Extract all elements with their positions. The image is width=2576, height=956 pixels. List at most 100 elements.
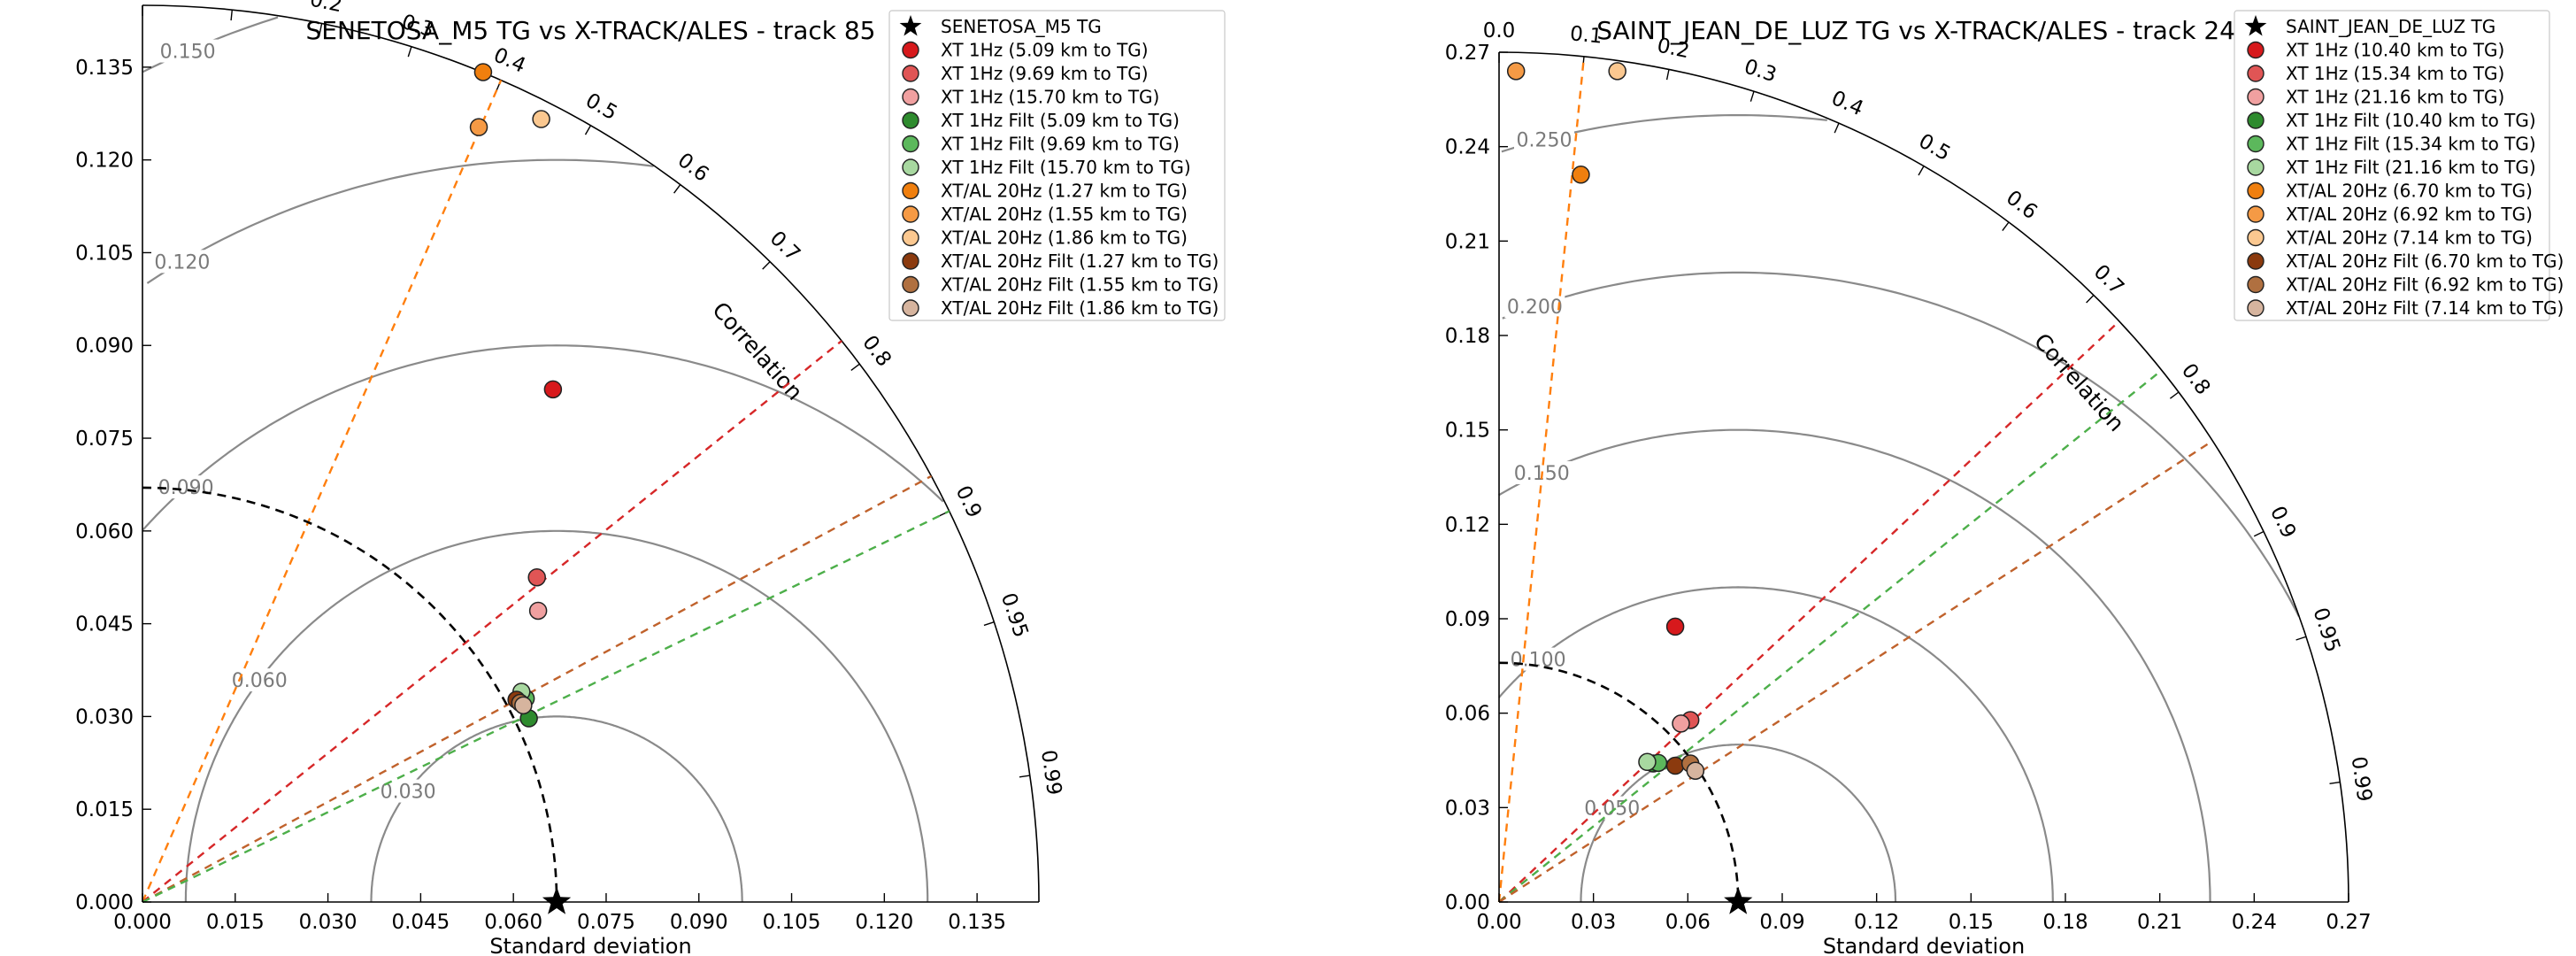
y-tick-label: 0.06 xyxy=(1445,703,1490,726)
x-tick-label: 0.090 xyxy=(670,911,728,934)
y-tick-label: 0.15 xyxy=(1445,420,1490,443)
legend-entry-label: XT/AL 20Hz Filt (7.14 km to TG) xyxy=(2286,297,2564,319)
correlation-line xyxy=(1498,440,2214,904)
x-tick-label: 0.060 xyxy=(484,911,542,934)
y-tick-label: 0.03 xyxy=(1445,797,1490,820)
y-tick-label: 0.045 xyxy=(75,613,134,636)
corr-tick-label: 0.0 xyxy=(1483,19,1516,42)
data-point xyxy=(473,63,493,81)
y-tick-label: 0.030 xyxy=(75,705,134,729)
rms-contour xyxy=(146,158,654,284)
corr-tick xyxy=(1749,91,1755,102)
correlation-line xyxy=(1498,320,2120,903)
y-tick-label: 0.18 xyxy=(1445,325,1490,348)
legend-marker xyxy=(902,88,919,106)
corr-tick-label: 0.95 xyxy=(2308,605,2344,655)
corr-tick-label: 0.4 xyxy=(490,43,529,77)
correlation-axis-label: Correlation xyxy=(707,297,808,405)
data-point xyxy=(1686,761,1705,780)
x-tick-label: 0.15 xyxy=(1949,911,1994,934)
rms-contour xyxy=(1498,586,2054,902)
legend-marker xyxy=(2247,88,2265,106)
corr-tick xyxy=(762,261,771,270)
rms-contour-label: 0.150 xyxy=(160,42,216,64)
y-tick-label: 0.09 xyxy=(1445,608,1490,631)
chart-title: SAINT_JEAN_DE_LUZ TG vs X-TRACK/ALES - t… xyxy=(1596,16,2251,45)
x-tick-label: 0.075 xyxy=(577,911,635,934)
outer-arc xyxy=(1498,51,2349,903)
data-point xyxy=(1672,714,1690,733)
legend-marker xyxy=(2247,228,2265,247)
legend-entry-label: XT/AL 20Hz Filt (6.70 km to TG) xyxy=(2286,251,2564,272)
legend-marker xyxy=(2247,299,2265,317)
legend-entry-label: XT/AL 20Hz (1.55 km to TG) xyxy=(941,204,1188,225)
data-point xyxy=(1572,166,1590,184)
legend-marker xyxy=(902,275,919,294)
legend-entry-label: XT 1Hz Filt (10.40 km to TG) xyxy=(2286,110,2536,131)
rms-label-bg xyxy=(156,475,217,499)
legend-marker xyxy=(2247,41,2265,59)
legend-entry-label: XT 1Hz Filt (15.70 km to TG) xyxy=(941,157,1191,178)
correlation-line xyxy=(142,340,842,903)
y-tick-label: 0.090 xyxy=(75,335,134,358)
corr-tick-label: 0.3 xyxy=(1742,55,1780,87)
correlation-line xyxy=(142,510,950,904)
rms-label-bg xyxy=(151,250,212,274)
legend-box xyxy=(888,10,1226,321)
y-tick-label: 0.060 xyxy=(75,520,134,544)
corr-tick-label: 0.5 xyxy=(1915,129,1955,166)
legend-entry-label: XT 1Hz (9.69 km to TG) xyxy=(941,63,1149,84)
x-tick-label: 0.015 xyxy=(206,911,265,934)
data-point xyxy=(527,567,546,587)
rms-label-bg xyxy=(1504,295,1565,319)
y-tick-label: 0.015 xyxy=(75,798,134,821)
reference-std-arc xyxy=(1498,661,1740,903)
legend-marker xyxy=(902,65,919,82)
legend-marker xyxy=(902,205,919,223)
x-tick-label: 0.030 xyxy=(299,911,358,934)
rms-label-bg xyxy=(1508,647,1569,671)
corr-tick xyxy=(673,184,681,194)
legend-marker xyxy=(2247,158,2265,176)
legend-entry-label: XT 1Hz Filt (5.09 km to TG) xyxy=(941,110,1180,131)
rms-contour xyxy=(1580,744,1897,903)
rms-contour xyxy=(142,344,944,531)
corr-tick-label: 0.7 xyxy=(765,227,804,266)
legend-marker xyxy=(902,299,919,317)
corr-tick-label: 0.2 xyxy=(308,0,344,17)
legend-entry-label: XT/AL 20Hz (7.14 km to TG) xyxy=(2286,227,2533,249)
data-point xyxy=(514,696,533,715)
data-point xyxy=(528,601,548,621)
data-point xyxy=(469,118,488,136)
corr-tick xyxy=(1665,69,1670,81)
legend-marker xyxy=(2247,112,2265,129)
rms-contour-label: 0.250 xyxy=(1517,130,1573,152)
legend-entry-label: XT 1Hz Filt (21.16 km to TG) xyxy=(2286,157,2536,178)
legend-entry-label: XT/AL 20Hz Filt (6.92 km to TG) xyxy=(2286,274,2564,296)
x-axis-label: Standard deviation xyxy=(489,934,691,956)
y-tick-label: 0.00 xyxy=(1445,891,1490,914)
corr-tick-label: 0.6 xyxy=(673,149,713,187)
chart-title: SENETOSA_M5 TG vs X-TRACK/ALES - track 8… xyxy=(306,16,876,45)
corr-tick xyxy=(2253,530,2265,537)
taylor-panel-senetosa: 0.0300.0600.0900.1200.1500.00.10.20.30.4… xyxy=(75,0,1226,956)
legend-marker xyxy=(2247,252,2265,270)
data-point xyxy=(1506,62,1526,81)
y-tick-label: 0.27 xyxy=(1445,42,1490,65)
corr-tick-label: 0.8 xyxy=(2177,359,2215,399)
corr-tick xyxy=(407,46,412,58)
corr-tick xyxy=(230,10,233,21)
correlation-line xyxy=(1497,56,1586,903)
corr-tick xyxy=(983,621,995,627)
rms-contour xyxy=(1497,428,2211,903)
corr-tick-label: 0.5 xyxy=(581,89,621,126)
legend-entry-label: XT 1Hz (15.70 km to TG) xyxy=(941,87,1159,108)
corr-tick xyxy=(2086,294,2095,304)
corr-tick xyxy=(850,363,860,371)
rms-label-bg xyxy=(1513,127,1574,151)
legend-entry-label: XT 1Hz (21.16 km to TG) xyxy=(2286,87,2504,108)
corr-tick-label: 0.95 xyxy=(996,590,1033,641)
corr-tick-label: 0.9 xyxy=(2265,503,2300,542)
legend-box xyxy=(2234,10,2550,321)
legend-entry-label: XT 1Hz (10.40 km to TG) xyxy=(2286,40,2504,61)
